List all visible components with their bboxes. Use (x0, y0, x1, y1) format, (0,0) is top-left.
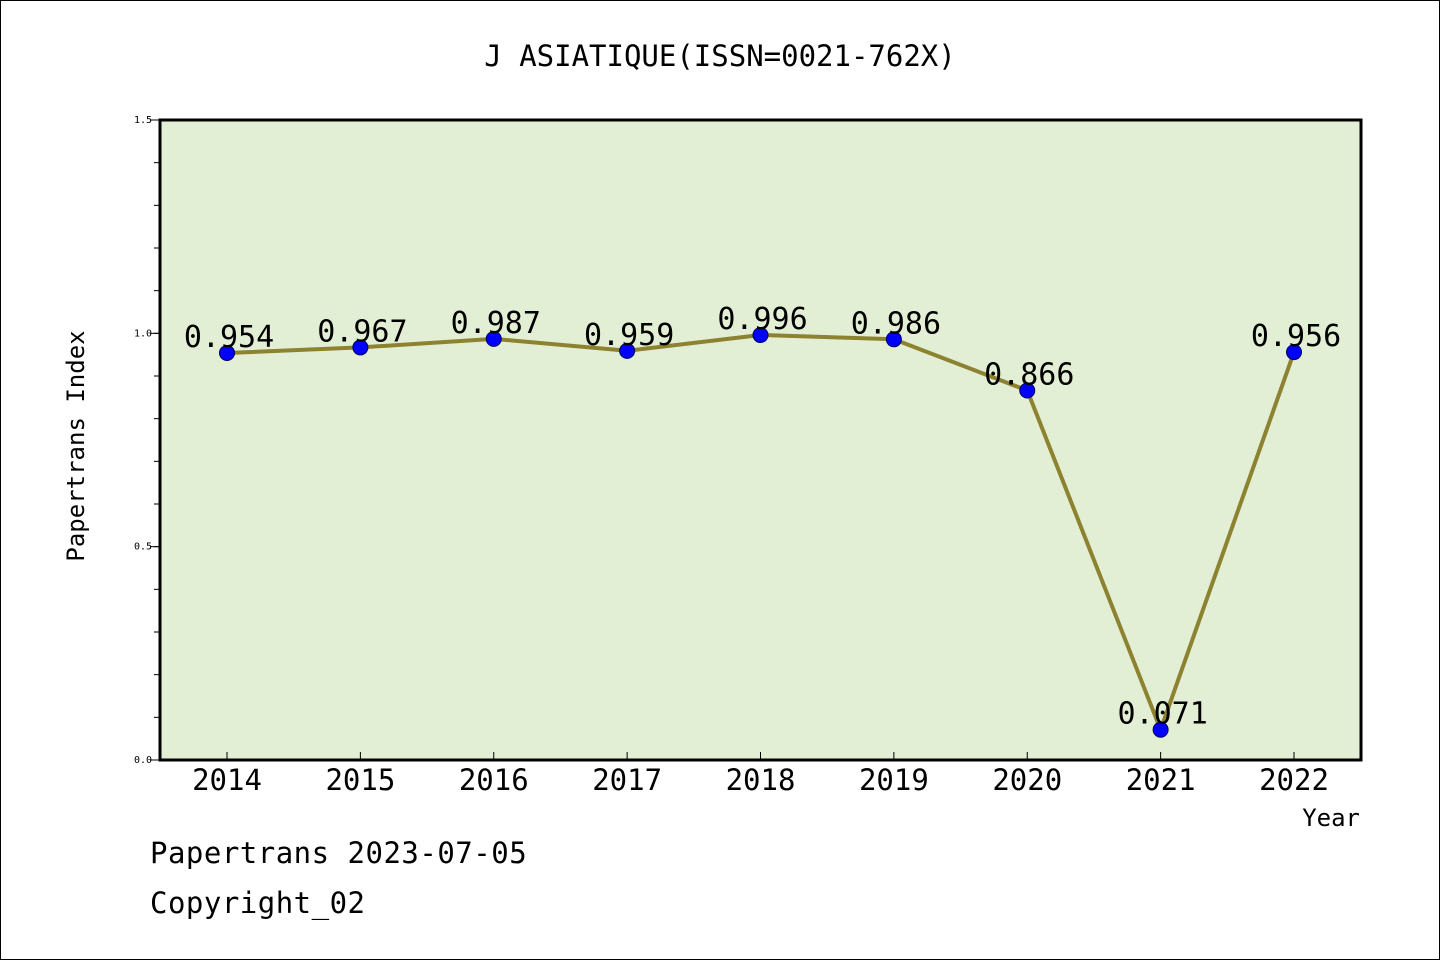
y-tick-label: 1.0 (134, 328, 152, 339)
x-tick-label: 2022 (1259, 763, 1329, 797)
data-point-2022 (1286, 344, 1302, 361)
y-tick-label: 0.0 (134, 755, 152, 766)
y-axis: 0.0 0.5 1.0 1.5 (134, 115, 160, 766)
plot-area (160, 120, 1361, 760)
footer-copyright-text: Copyright_02 (150, 886, 366, 920)
x-tick-label: 2016 (459, 763, 529, 797)
data-point-2018 (752, 327, 769, 344)
data-label-2022: 0.956 (1251, 319, 1341, 354)
data-point-2020 (1019, 382, 1036, 399)
data-labels: 0.954 0.967 0.987 0.959 0.996 0.986 0.866 0.071… (184, 302, 1341, 732)
y-tick-label: 1.5 (134, 115, 152, 126)
data-label-2018: 0.996 (717, 302, 807, 337)
plot-border (158, 118, 1363, 762)
chart-title: J ASIATIQUE(ISSN=0021-762X) (484, 39, 955, 73)
x-tick-label: 2017 (592, 763, 662, 797)
x-tick-label: 2018 (726, 763, 796, 797)
data-label-2020: 0.866 (984, 358, 1074, 393)
x-axis-label: Year (1302, 804, 1360, 832)
y-axis-label: Papertrans Index (62, 330, 90, 561)
footer-date-text: Papertrans 2023-07-05 (150, 836, 528, 870)
data-point-2014 (219, 344, 235, 361)
data-label-2015: 0.967 (317, 314, 407, 349)
x-tick-label: 2019 (859, 763, 929, 797)
data-point-2021 (1152, 721, 1169, 738)
x-tick-label: 2015 (325, 763, 395, 797)
data-markers (219, 327, 1302, 738)
data-point-2015 (352, 339, 369, 356)
x-tick-label: 2020 (992, 763, 1062, 797)
data-label-2021: 0.071 (1117, 697, 1207, 732)
data-point-2019 (885, 331, 902, 348)
data-label-2019: 0.986 (851, 306, 941, 341)
x-axis: 2014 2015 2016 2017 2018 2019 2020 2021 2022 (192, 752, 1329, 797)
data-label-2014: 0.954 (184, 320, 274, 355)
y-tick-label: 0.5 (134, 542, 152, 553)
x-tick-label: 2014 (192, 763, 262, 797)
data-label-2017: 0.959 (584, 318, 674, 353)
data-point-2016 (485, 330, 502, 347)
data-point-2017 (619, 342, 636, 359)
x-tick-label: 2021 (1126, 763, 1196, 797)
data-label-2016: 0.987 (451, 306, 541, 341)
